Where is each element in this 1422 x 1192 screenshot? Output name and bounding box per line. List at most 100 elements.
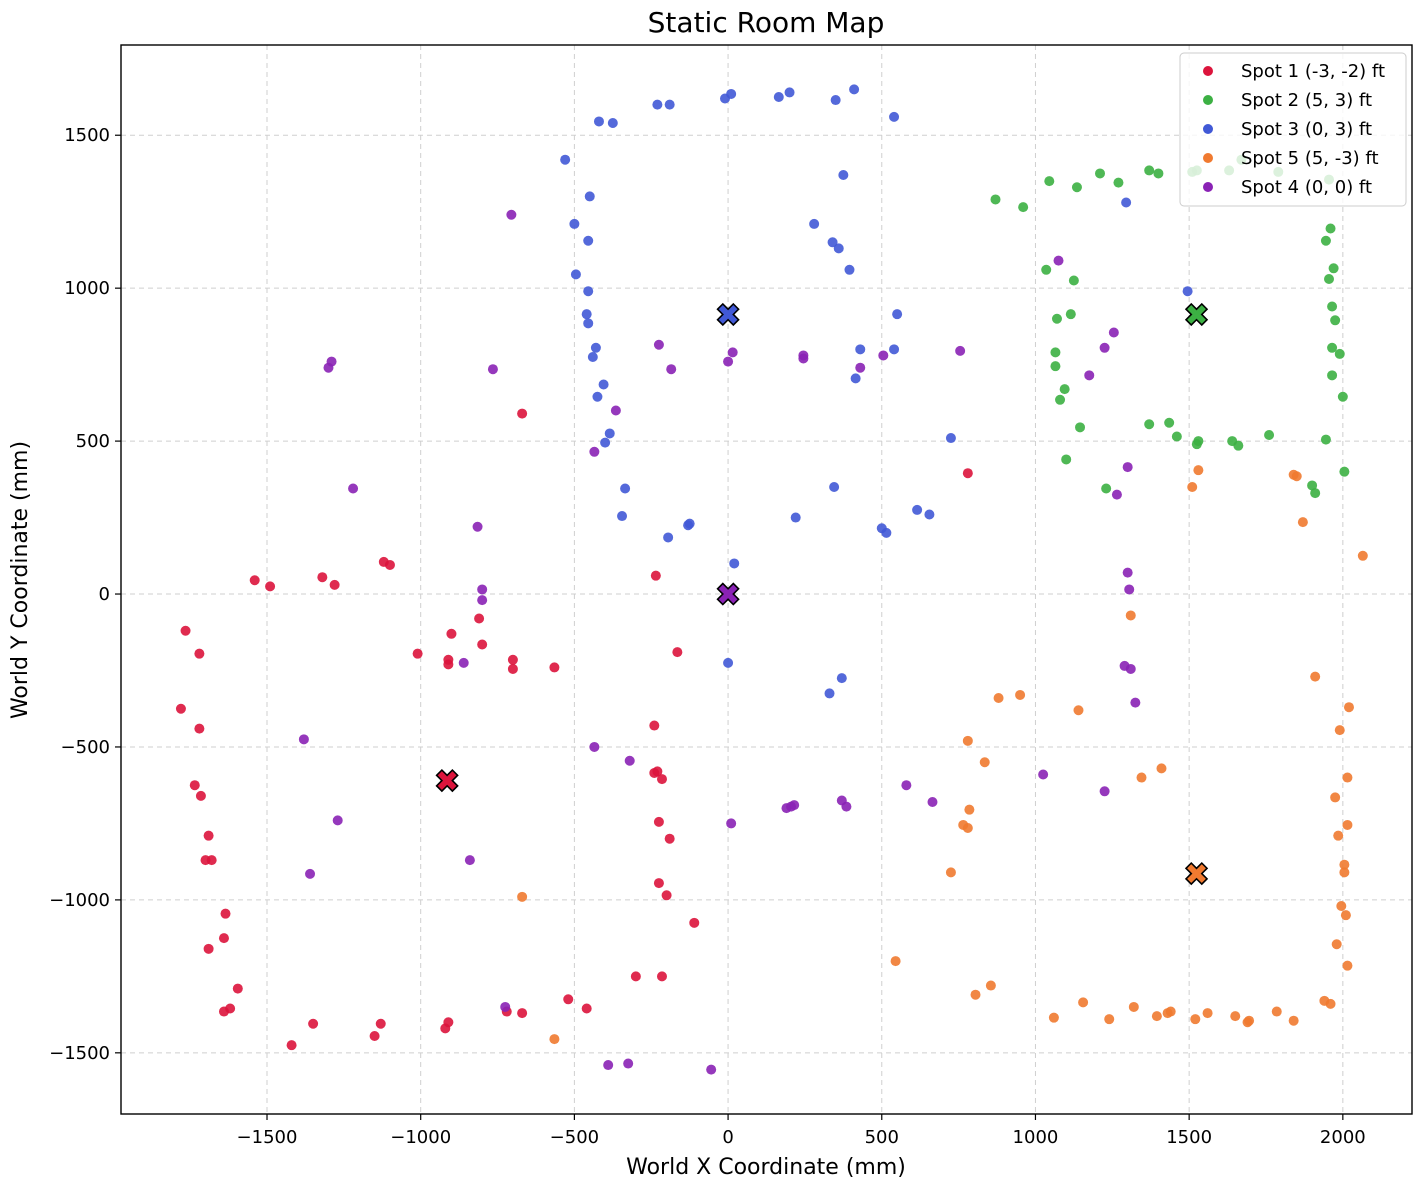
- x-axis-ticks: −1500 −1000 −500 0 500 1000 1500 2000: [237, 1114, 1366, 1148]
- data-point: [1128, 1001, 1139, 1012]
- data-point: [477, 595, 488, 606]
- data-point: [583, 235, 594, 246]
- data-point: [1059, 384, 1070, 395]
- data-point: [1334, 348, 1345, 359]
- data-point: [583, 286, 594, 297]
- data-point: [1327, 301, 1338, 312]
- data-point: [1271, 1006, 1282, 1017]
- data-point: [1121, 197, 1132, 208]
- data-point: [773, 91, 784, 102]
- data-point: [1320, 434, 1331, 445]
- data-point: [218, 933, 229, 944]
- data-point: [1125, 610, 1136, 621]
- data-point: [849, 84, 860, 95]
- data-point: [195, 790, 206, 801]
- spot-marker: [435, 768, 459, 793]
- data-point: [326, 356, 337, 367]
- data-point: [1330, 792, 1341, 803]
- data-point: [790, 512, 801, 523]
- data-point: [1324, 273, 1335, 284]
- data-point: [841, 801, 852, 812]
- data-point: [590, 342, 601, 353]
- data-point: [1044, 176, 1055, 187]
- y-tick-label: −1500: [49, 1043, 110, 1064]
- spot-markers: [435, 302, 1209, 886]
- data-point: [889, 111, 900, 122]
- data-point: [600, 437, 611, 448]
- data-point: [706, 1064, 717, 1075]
- data-point: [1342, 960, 1353, 971]
- data-point: [308, 1018, 319, 1029]
- data-point: [970, 989, 981, 1000]
- data-point: [375, 1018, 386, 1029]
- x-tick-label: 2000: [1320, 1127, 1366, 1148]
- data-point: [664, 99, 675, 110]
- data-point: [1330, 315, 1341, 326]
- data-point: [1190, 1014, 1201, 1025]
- legend-label: Spot 2 (5, 3) ft: [1241, 90, 1372, 111]
- data-point: [1164, 417, 1175, 428]
- data-point: [581, 309, 592, 320]
- data-point: [194, 723, 205, 734]
- data-point: [653, 339, 664, 350]
- data-point: [650, 570, 661, 581]
- data-point: [598, 379, 609, 390]
- data-point: [549, 662, 560, 673]
- data-point: [1071, 182, 1082, 193]
- data-point: [656, 971, 667, 982]
- data-point: [661, 890, 672, 901]
- legend-label: Spot 1 (-3, -2) ft: [1241, 61, 1385, 82]
- data-point: [1068, 275, 1079, 286]
- data-point: [889, 344, 900, 355]
- data-point: [477, 584, 488, 595]
- data-point: [1333, 830, 1344, 841]
- data-point: [1130, 697, 1141, 708]
- data-point: [1291, 471, 1302, 482]
- data-point: [945, 867, 956, 878]
- data-point: [1233, 440, 1244, 451]
- data-point: [1078, 997, 1089, 1008]
- data-point: [584, 191, 595, 202]
- data-point: [348, 483, 359, 494]
- data-point: [962, 735, 973, 746]
- legend-label: Spot 5 (5, -3) ft: [1241, 148, 1379, 169]
- data-point: [581, 1003, 592, 1014]
- data-point: [220, 908, 231, 919]
- legend-label: Spot 4 (0, 0) ft: [1241, 177, 1372, 198]
- legend-swatch: [1203, 153, 1213, 163]
- data-point: [332, 815, 343, 826]
- data-point: [663, 532, 674, 543]
- data-point: [477, 639, 488, 650]
- data-point: [507, 663, 518, 674]
- data-point: [1015, 689, 1026, 700]
- data-point: [305, 868, 316, 879]
- data-point: [1136, 772, 1147, 783]
- data-point: [979, 757, 990, 768]
- data-point: [809, 218, 820, 229]
- data-point: [727, 347, 738, 358]
- data-point: [206, 855, 217, 866]
- data-point: [824, 688, 835, 699]
- data-point: [620, 483, 631, 494]
- data-point: [945, 433, 956, 444]
- data-point: [624, 755, 635, 766]
- data-point: [1182, 286, 1193, 297]
- y-tick-label: 0: [99, 584, 110, 605]
- data-point: [1193, 436, 1204, 447]
- data-point: [593, 116, 604, 127]
- legend-box: [1179, 52, 1407, 207]
- data-point: [1061, 454, 1072, 465]
- data-point: [726, 818, 737, 829]
- data-point: [1108, 327, 1119, 338]
- legend-swatch: [1203, 182, 1213, 192]
- data-point: [1343, 702, 1354, 713]
- data-point: [1122, 567, 1133, 578]
- data-point: [175, 703, 186, 714]
- data-point: [249, 575, 260, 586]
- data-point: [901, 780, 912, 791]
- data-point: [443, 1017, 454, 1028]
- data-point: [500, 1001, 511, 1012]
- x-axis-label: World X Coordinate (mm): [626, 1155, 906, 1180]
- data-point: [1264, 429, 1275, 440]
- data-point: [298, 734, 309, 745]
